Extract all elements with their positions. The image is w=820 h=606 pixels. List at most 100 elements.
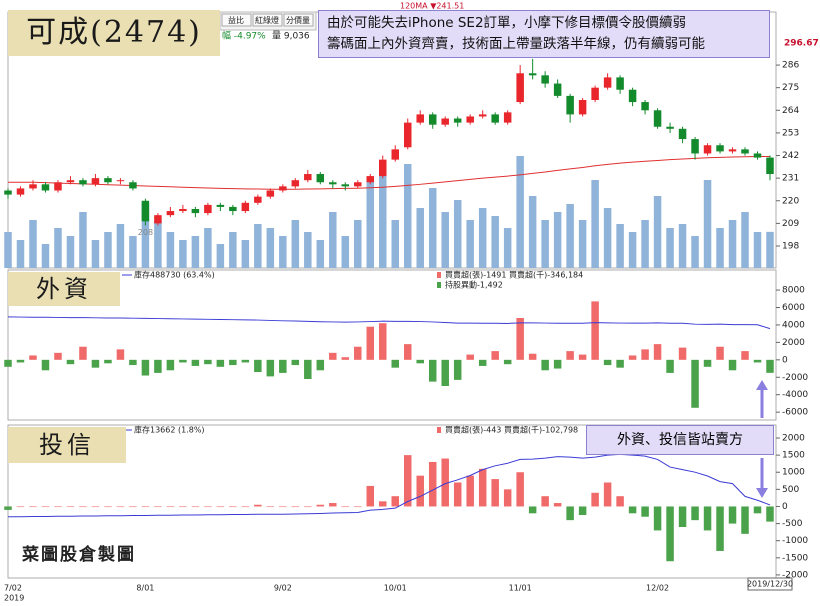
net-bar <box>116 506 125 508</box>
net-bar <box>766 359 774 373</box>
y-tick-label: 0 <box>782 355 788 365</box>
net-bar <box>641 349 649 360</box>
candle-body <box>66 180 75 183</box>
net-bar <box>503 489 512 507</box>
y-tick-label: 1000 <box>782 468 805 478</box>
candle-body <box>716 145 724 152</box>
volume-bar <box>241 240 250 268</box>
candle-body <box>341 184 350 187</box>
volume-bar <box>403 164 412 268</box>
candle-body <box>441 118 449 125</box>
net-bar <box>79 506 87 508</box>
net-bar <box>528 506 537 514</box>
legend-swatch <box>437 282 441 288</box>
net-bar <box>503 359 512 365</box>
candle-body <box>16 188 25 195</box>
candle-body <box>641 102 649 111</box>
net-bar <box>216 359 225 367</box>
volume-bar <box>129 236 137 268</box>
annotation: 由於可能失去iPhone SE2訂單，小摩下修目標價令股價續弱 籌碼面上內外資齊賣… <box>318 10 770 58</box>
net-bar <box>91 506 100 508</box>
candle-body <box>503 112 512 123</box>
legend-swatch <box>437 272 441 278</box>
candle-body <box>466 116 474 123</box>
candle-body <box>616 77 624 90</box>
net-bar <box>141 506 150 508</box>
net-bar <box>491 479 499 507</box>
net-bar <box>366 326 375 360</box>
net-bar <box>528 353 537 360</box>
net-bar <box>104 506 112 508</box>
volume-bar <box>191 236 200 268</box>
candle-body <box>591 87 599 101</box>
legend-swatch <box>437 427 441 433</box>
net-bar <box>191 506 200 508</box>
net-bar <box>741 506 749 534</box>
volume-bar <box>104 232 112 268</box>
annotation-line: 籌碼面上內外資齊賣，技術面上帶量跌落半年線，仍有續弱可能 <box>327 36 705 52</box>
volume-bar <box>266 228 275 268</box>
volume-bar <box>54 228 62 268</box>
candle-body <box>403 122 412 148</box>
change-label: 幅 -4.97% <box>222 30 266 42</box>
net-bar <box>441 458 449 507</box>
candle-body <box>129 182 137 189</box>
candle-body <box>266 190 275 197</box>
candle-body <box>603 77 612 88</box>
volume-bar <box>16 240 25 268</box>
volume-bar <box>366 180 375 268</box>
volume-bar <box>628 232 637 268</box>
ma-header: 120MA ▼241.51 <box>400 2 464 11</box>
net-bar <box>379 323 387 360</box>
net-bar <box>366 485 375 507</box>
net-bar <box>154 506 162 508</box>
net-bar <box>653 506 662 531</box>
net-bar <box>129 506 137 508</box>
volume-bar <box>678 224 687 268</box>
volume-bar <box>329 212 337 268</box>
net-bar <box>66 359 75 365</box>
net-bar <box>241 506 250 508</box>
net-bar <box>403 344 412 360</box>
volume-bar <box>216 244 225 268</box>
net-bar <box>603 359 612 366</box>
y-tick-label: -4000 <box>782 390 808 400</box>
y-tick-label: -2000 <box>782 373 808 383</box>
volume-bar <box>441 212 449 268</box>
tab-label: 分價量 <box>286 16 310 25</box>
y-tick-label: 286 <box>782 61 799 71</box>
y-tick-label: -1000 <box>782 536 808 546</box>
tab <box>252 13 283 27</box>
volume-bar <box>391 220 399 268</box>
candle-body <box>678 128 687 140</box>
net-bar <box>166 359 175 371</box>
net-bar <box>104 359 112 364</box>
legend-entry: 庫存13662 (1.8%) <box>134 425 205 435</box>
candle-body <box>516 73 524 103</box>
net-bar <box>166 506 175 508</box>
tab-label: 紅綠燈 <box>255 15 279 25</box>
candle-body <box>416 114 424 123</box>
net-bar <box>41 359 50 371</box>
net-bar <box>54 506 62 508</box>
volume-bar <box>753 232 762 268</box>
y-tick-label: 231 <box>782 174 799 184</box>
net-bar <box>703 359 712 367</box>
ma-line <box>8 156 771 190</box>
net-bar <box>741 351 749 360</box>
net-bar <box>603 482 612 507</box>
volume-bar <box>603 208 612 268</box>
net-bar <box>329 352 337 360</box>
net-bar <box>616 359 624 368</box>
net-bar <box>204 506 212 508</box>
y-tick-label: 0 <box>782 502 788 512</box>
volume-bar <box>741 212 749 268</box>
volume-bar <box>653 196 662 268</box>
volume-bar <box>166 232 175 268</box>
net-bar <box>341 357 350 360</box>
arrow-head <box>756 380 768 390</box>
candle-body <box>528 73 537 76</box>
net-bar <box>628 355 637 360</box>
panel-frame <box>7 424 777 579</box>
